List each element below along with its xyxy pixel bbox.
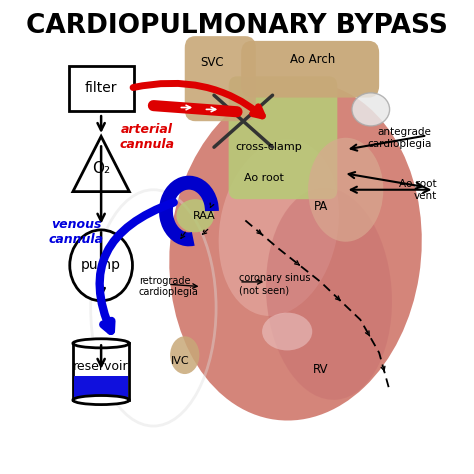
Text: venous
cannula: venous cannula bbox=[48, 218, 103, 246]
Text: O₂: O₂ bbox=[92, 161, 110, 176]
Text: RAA: RAA bbox=[193, 211, 216, 221]
FancyBboxPatch shape bbox=[185, 36, 256, 121]
Ellipse shape bbox=[170, 336, 200, 374]
FancyBboxPatch shape bbox=[74, 376, 128, 399]
Text: IVC: IVC bbox=[171, 356, 190, 366]
Text: PA: PA bbox=[313, 200, 328, 213]
Text: Ao root
vent: Ao root vent bbox=[399, 179, 437, 201]
Ellipse shape bbox=[73, 339, 129, 348]
Text: CARDIOPULMONARY BYPASS: CARDIOPULMONARY BYPASS bbox=[26, 12, 448, 38]
Ellipse shape bbox=[352, 93, 390, 126]
FancyBboxPatch shape bbox=[241, 41, 379, 98]
Ellipse shape bbox=[169, 82, 422, 420]
Text: pump: pump bbox=[81, 258, 121, 273]
Polygon shape bbox=[73, 137, 129, 191]
Text: filter: filter bbox=[85, 81, 118, 95]
Ellipse shape bbox=[262, 313, 312, 350]
Ellipse shape bbox=[219, 139, 339, 316]
Text: Ao root: Ao root bbox=[244, 173, 284, 183]
Ellipse shape bbox=[266, 188, 392, 400]
Ellipse shape bbox=[176, 199, 214, 232]
Circle shape bbox=[70, 230, 132, 301]
Ellipse shape bbox=[73, 395, 129, 405]
FancyBboxPatch shape bbox=[228, 76, 337, 199]
FancyBboxPatch shape bbox=[73, 343, 129, 400]
Text: retrograde
cardioplegia: retrograde cardioplegia bbox=[139, 276, 199, 297]
Text: RV: RV bbox=[313, 363, 328, 376]
Text: arterial
cannula: arterial cannula bbox=[119, 123, 174, 151]
Text: cross-clamp: cross-clamp bbox=[235, 142, 302, 152]
Text: antegrade
cardioplegia: antegrade cardioplegia bbox=[367, 127, 431, 148]
FancyBboxPatch shape bbox=[69, 66, 134, 110]
Text: reservoir: reservoir bbox=[73, 360, 129, 374]
Text: coronary sinus
(not seen): coronary sinus (not seen) bbox=[239, 273, 310, 295]
Text: Ao Arch: Ao Arch bbox=[290, 53, 335, 66]
Text: SVC: SVC bbox=[200, 55, 224, 69]
Ellipse shape bbox=[308, 138, 383, 242]
